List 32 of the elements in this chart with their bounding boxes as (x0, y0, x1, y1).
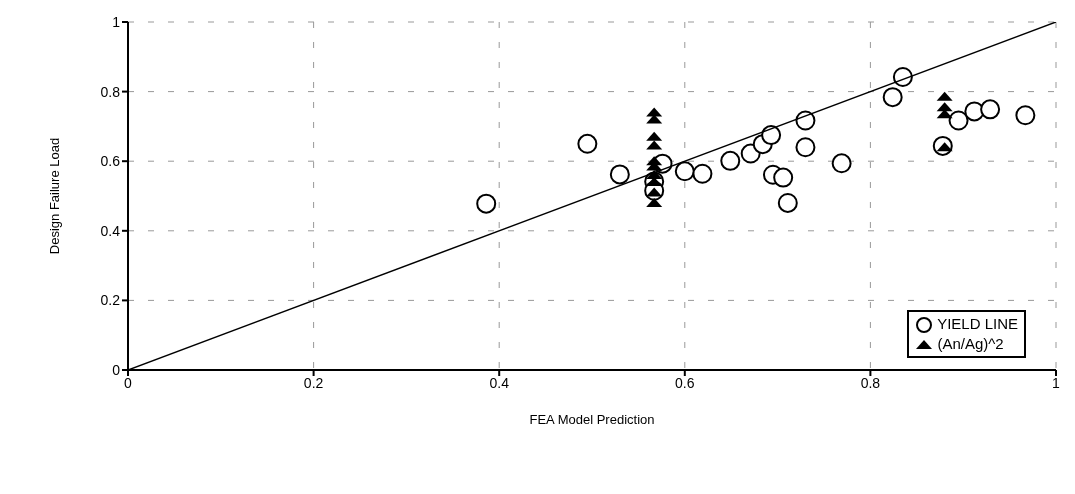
point (795, 137, 816, 158)
x-axis-title: FEA Model Prediction (529, 412, 655, 427)
point (692, 163, 713, 184)
legend-label: YIELD LINE (937, 314, 1018, 332)
point (831, 153, 852, 174)
y-tick-label: 0.8 (100, 83, 121, 100)
point (720, 150, 741, 171)
point (773, 167, 794, 188)
point (609, 164, 630, 185)
x-tick-label: 0 (124, 374, 133, 391)
x-tick-label: 0.4 (489, 374, 510, 391)
x-tick-label: 0.6 (675, 374, 695, 391)
point (777, 192, 798, 213)
y-tick-label: 0.4 (100, 222, 121, 239)
y-tick-label: 1 (112, 13, 121, 30)
legend-label: (An/Ag)^2 (937, 334, 1004, 352)
y-tick-label: 0.6 (100, 153, 121, 170)
point (882, 87, 903, 108)
point (795, 110, 816, 131)
y-tick-label: 0.2 (100, 292, 121, 309)
y-axis-title: Design Failure Load (46, 137, 62, 255)
point (761, 125, 782, 146)
x-tick-label: 0.8 (860, 374, 881, 391)
x-tick-label: 0.2 (303, 374, 324, 391)
x-tick-label: 1 (1052, 374, 1061, 391)
y-tick-label: 0 (112, 361, 121, 378)
point (476, 193, 497, 214)
point (980, 99, 1001, 120)
point (948, 110, 969, 131)
point (577, 133, 598, 154)
point (674, 161, 695, 182)
point (1015, 105, 1036, 126)
